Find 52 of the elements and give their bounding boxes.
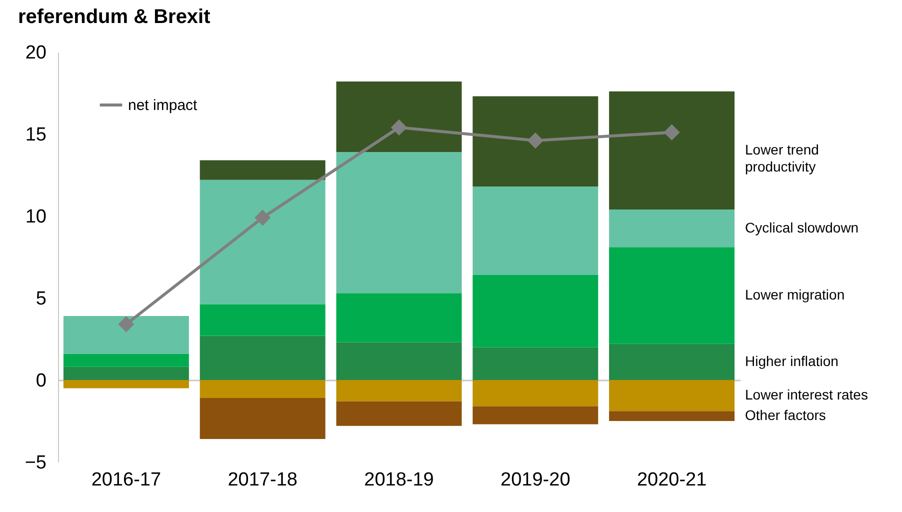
x-tick-label: 2017-18 bbox=[228, 470, 298, 490]
bar bbox=[609, 91, 735, 210]
bar bbox=[472, 96, 598, 186]
series-label: Cyclical slowdown bbox=[745, 219, 859, 236]
bar bbox=[63, 366, 189, 380]
bar bbox=[472, 186, 598, 276]
series-label: Lower migration bbox=[745, 286, 845, 303]
bar bbox=[609, 411, 735, 421]
point bbox=[664, 124, 680, 140]
x-tick-label: 2020-21 bbox=[636, 470, 707, 490]
bar bbox=[472, 347, 598, 380]
point bbox=[118, 316, 134, 332]
x-tick-label: 2019-20 bbox=[500, 470, 570, 490]
series-label: Lower interest rates bbox=[745, 386, 868, 403]
bar bbox=[472, 275, 598, 348]
bar bbox=[200, 160, 326, 180]
bar bbox=[336, 342, 462, 380]
point bbox=[390, 119, 408, 136]
bar bbox=[336, 293, 462, 342]
y-tick-label: 15 bbox=[25, 124, 46, 146]
bar bbox=[609, 380, 735, 412]
x-tick-label: 2016-17 bbox=[91, 470, 162, 490]
y-tick-label: 5 bbox=[36, 288, 46, 310]
bar bbox=[336, 82, 462, 152]
bar bbox=[336, 380, 462, 402]
legend-label: net impact bbox=[128, 97, 198, 114]
bar bbox=[336, 152, 462, 294]
bar bbox=[200, 380, 326, 398]
x-tick-label: 2018-19 bbox=[364, 470, 434, 490]
bar bbox=[63, 316, 189, 354]
bar bbox=[63, 354, 189, 367]
chart-title: referendum & Brexit bbox=[18, 6, 211, 28]
series-label: Higher inflation bbox=[745, 352, 838, 369]
y-tick-label: 0 bbox=[36, 370, 46, 392]
y-tick-label: 20 bbox=[25, 42, 46, 64]
bar bbox=[609, 247, 735, 344]
bar bbox=[472, 380, 598, 406]
bar bbox=[200, 336, 326, 380]
y-tick-label: 10 bbox=[25, 206, 46, 228]
series-label: Other factors bbox=[745, 407, 826, 424]
y-tick-label: −5 bbox=[24, 452, 46, 474]
series-label: Lower trend productivity bbox=[745, 141, 819, 174]
bar bbox=[63, 380, 189, 388]
bar bbox=[336, 401, 462, 426]
bar bbox=[200, 398, 326, 440]
bar bbox=[609, 209, 735, 248]
point bbox=[254, 210, 271, 226]
bar bbox=[609, 344, 735, 380]
bar bbox=[200, 180, 326, 305]
point bbox=[527, 132, 544, 149]
bar bbox=[472, 406, 598, 424]
bar bbox=[200, 304, 326, 336]
